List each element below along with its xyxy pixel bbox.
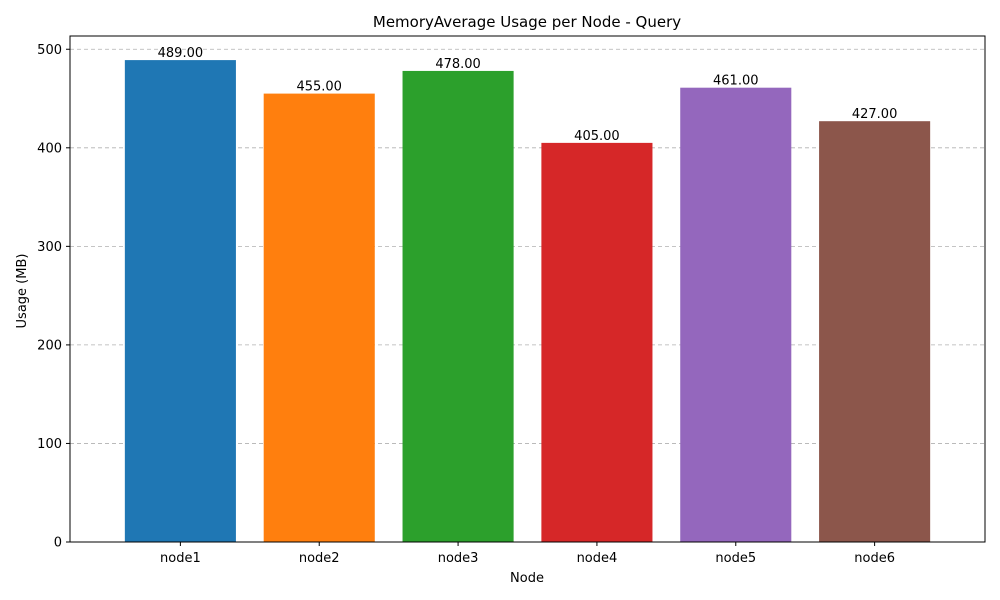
y-tick-label: 300 (37, 240, 62, 255)
x-tick-label-node2: node2 (299, 551, 340, 566)
chart-title: MemoryAverage Usage per Node - Query (373, 13, 681, 31)
bar-node5 (680, 87, 792, 542)
x-tick-label-node6: node6 (854, 551, 895, 566)
data-labels-group: 489.00 455.00 478.00 405.00 461.00 427.00 (158, 46, 898, 144)
y-tick-label: 0 (54, 536, 62, 551)
y-tick-label: 100 (37, 437, 62, 452)
x-tick-label-node4: node4 (577, 551, 618, 566)
bars-group (124, 60, 931, 543)
data-label-node4: 405.00 (574, 129, 620, 144)
x-tick-label-node5: node5 (715, 551, 756, 566)
y-axis-ticks: 0 100 200 300 400 500 (37, 43, 70, 551)
x-tick-label-node1: node1 (160, 551, 201, 566)
y-tick-label: 400 (37, 141, 62, 156)
x-axis-ticks: node1 node2 node3 node4 node5 node6 (160, 542, 895, 566)
data-label-node2: 455.00 (296, 80, 342, 95)
plot-frame (69, 35, 986, 543)
bar-node6 (819, 121, 931, 542)
data-label-node6: 427.00 (852, 107, 898, 122)
y-axis-label: Usage (MB) (15, 254, 30, 329)
x-axis-label: Node (510, 571, 544, 586)
axes-group (69, 35, 986, 543)
y-tick-label: 500 (37, 43, 62, 58)
bar-node3 (402, 70, 514, 542)
bar-node1 (124, 60, 236, 542)
x-tick-label-node3: node3 (438, 551, 479, 566)
y-tick-label: 200 (37, 338, 62, 353)
data-label-node1: 489.00 (158, 46, 204, 61)
data-label-node3: 478.00 (435, 57, 481, 72)
data-label-node5: 461.00 (713, 74, 759, 89)
bar-node4 (541, 142, 653, 543)
bar-node2 (263, 93, 375, 543)
